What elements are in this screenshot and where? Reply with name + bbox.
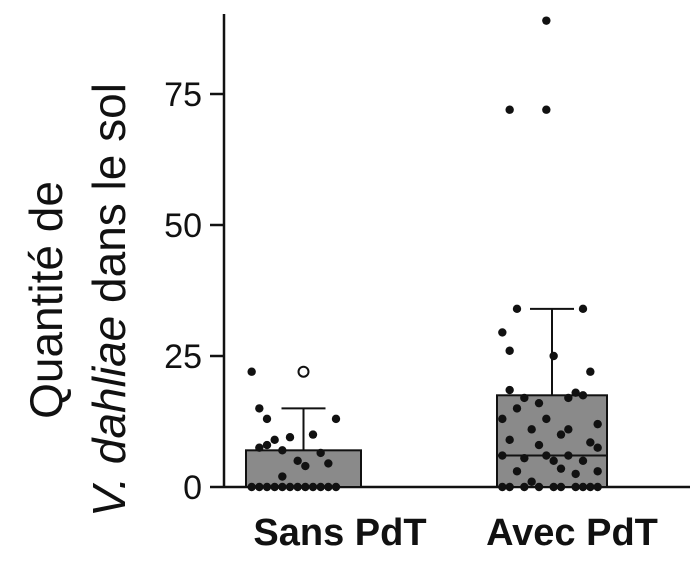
data-point [556, 464, 566, 473]
data-point [549, 456, 558, 465]
data-point [564, 425, 573, 434]
data-point [498, 451, 507, 460]
data-point [301, 461, 310, 471]
category-labels: Sans PdT Avec PdT [253, 512, 657, 554]
data-points [247, 16, 602, 492]
data-point [278, 482, 287, 492]
data-point [542, 105, 551, 114]
data-point [308, 482, 318, 492]
data-point [262, 482, 272, 492]
data-point [505, 105, 514, 114]
data-point [262, 440, 272, 450]
data-point [586, 438, 595, 447]
data-point [505, 346, 514, 355]
data-point [324, 459, 333, 468]
data-point [534, 482, 544, 492]
y-tick-label: 75 [164, 76, 202, 114]
data-point [247, 367, 256, 376]
data-point [593, 443, 602, 452]
outlier-point [297, 365, 310, 378]
data-point [255, 443, 264, 452]
y-tick-label: 50 [164, 207, 202, 245]
data-point [586, 482, 595, 492]
data-point [301, 482, 310, 492]
data-point [331, 482, 341, 492]
data-point [520, 453, 529, 463]
y-axis-label-line2: V. dahliae dans le sol [83, 83, 135, 517]
data-point [278, 446, 287, 455]
data-point [316, 448, 325, 458]
data-point [593, 419, 602, 429]
data-point [578, 482, 588, 492]
data-point [520, 393, 529, 403]
data-point [247, 482, 256, 492]
data-point [293, 482, 302, 492]
data-point [593, 467, 602, 476]
data-point [505, 482, 514, 492]
data-point [556, 482, 566, 492]
data-point [542, 451, 551, 460]
data-point [571, 469, 580, 479]
data-point [571, 388, 580, 397]
data-point [331, 414, 341, 424]
data-point [578, 304, 588, 314]
data-point [542, 16, 551, 25]
data-point [586, 367, 595, 376]
data-point [578, 391, 588, 400]
y-tick-label: 25 [164, 338, 202, 376]
data-point [498, 482, 507, 492]
data-point [270, 482, 279, 492]
data-point [262, 414, 272, 424]
data-point [578, 456, 588, 465]
data-point [534, 440, 544, 450]
data-point [293, 456, 302, 465]
data-point [505, 435, 514, 445]
y-tick-label: 0 [183, 469, 202, 507]
data-point [542, 414, 551, 424]
data-point [549, 351, 558, 361]
category-label: Avec PdT [486, 512, 658, 554]
data-point [505, 385, 514, 395]
data-point [498, 328, 507, 337]
data-point [564, 451, 573, 460]
data-point [512, 304, 522, 314]
data-point [527, 477, 536, 486]
data-point [520, 482, 529, 492]
data-point [512, 467, 522, 476]
y-axis-label-species: V. dahliae [83, 316, 135, 517]
y-axis-label-line1: Quantité de [20, 181, 72, 419]
data-point [285, 482, 295, 492]
y-axis-label-rest: dans le sol [83, 83, 135, 316]
data-point [324, 482, 333, 492]
data-point [270, 435, 279, 445]
y-ticks: 0 25 50 75 [164, 76, 224, 507]
category-label: Sans PdT [253, 512, 426, 554]
y-axis-label: Quantité de V. dahliae dans le sol [20, 83, 135, 517]
data-point [255, 482, 264, 492]
data-point [498, 414, 507, 424]
data-point [278, 472, 287, 481]
data-point [285, 433, 295, 442]
data-point [556, 430, 566, 439]
data-point [527, 425, 536, 434]
data-point [512, 404, 522, 413]
data-point [316, 482, 325, 492]
data-point [255, 404, 264, 413]
data-point [593, 482, 602, 492]
data-point [534, 398, 544, 408]
data-point [571, 482, 580, 492]
data-point [564, 393, 573, 403]
data-point [308, 430, 318, 439]
data-point [549, 482, 558, 492]
